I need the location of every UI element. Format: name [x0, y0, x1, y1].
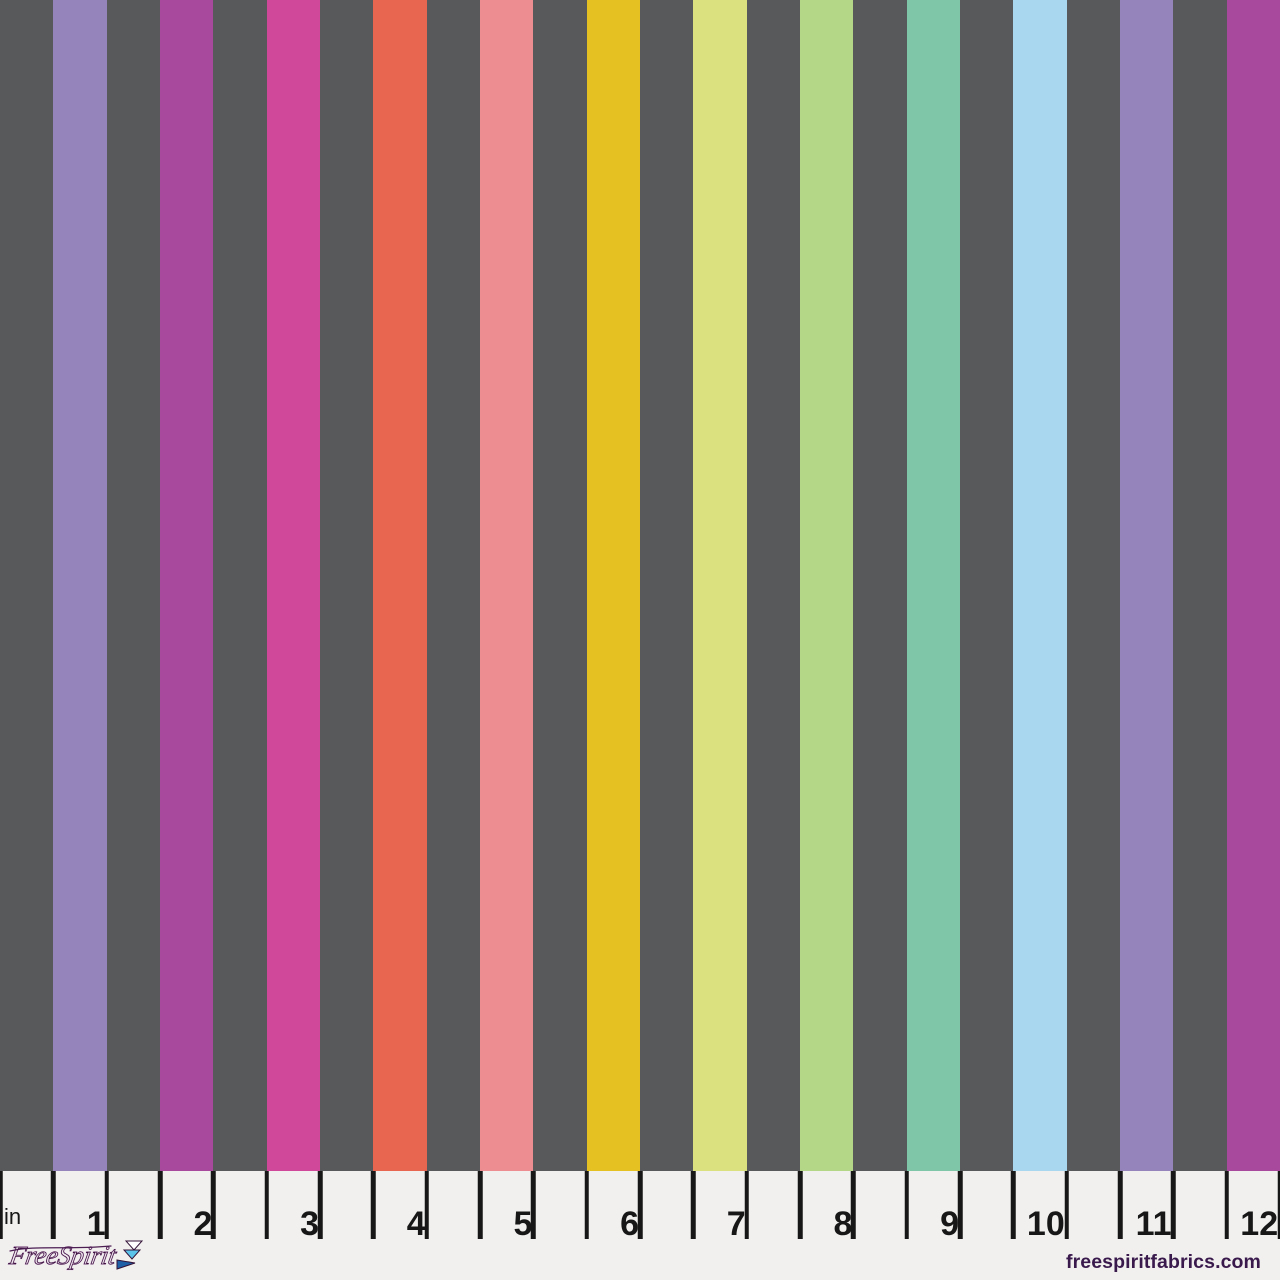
svg-text:FreeSpirit: FreeSpirit — [6, 1241, 119, 1270]
